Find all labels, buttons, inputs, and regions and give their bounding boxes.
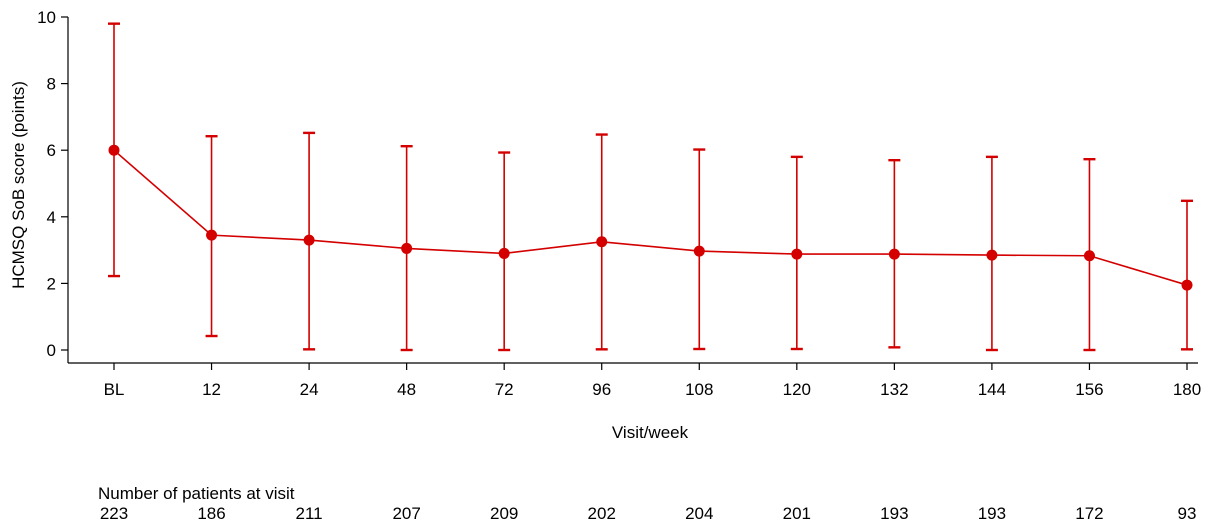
- data-point: [596, 236, 608, 248]
- x-ticks: BL 12 24 48 72 96 108 120 132 144 156 180: [104, 363, 1201, 399]
- x-tick-label: 120: [783, 380, 811, 399]
- data-point: [303, 234, 315, 246]
- y-tick-label: 10: [37, 8, 56, 27]
- x-tick-label: 132: [880, 380, 908, 399]
- data-point: [986, 249, 998, 261]
- patient-count-value: 202: [588, 504, 616, 523]
- series-line: [113, 149, 1188, 286]
- patient-count-value: 223: [100, 504, 128, 523]
- error-bar: [1181, 199, 1193, 351]
- data-point: [693, 245, 705, 257]
- patient-count-value: 93: [1178, 504, 1197, 523]
- data-point: [498, 247, 510, 259]
- data-point: [888, 248, 900, 260]
- x-tick-label: 24: [300, 380, 319, 399]
- data-point: [1181, 279, 1193, 291]
- patient-count-value: 207: [392, 504, 420, 523]
- data-point: [108, 144, 120, 156]
- y-tick-label: 6: [47, 141, 56, 160]
- x-tick-label: 48: [397, 380, 416, 399]
- data-point: [791, 248, 803, 260]
- patient-count-value: 204: [685, 504, 713, 523]
- error-bars: [108, 22, 1193, 352]
- x-tick-label: 156: [1075, 380, 1103, 399]
- y-tick-label: 0: [47, 341, 56, 360]
- x-tick-label: 108: [685, 380, 713, 399]
- data-point: [1083, 250, 1095, 262]
- patient-count-value: 193: [880, 504, 908, 523]
- y-tick-label: 4: [47, 208, 56, 227]
- patient-counts: 223 186 211 207 209 202 204 201 193 193 172 93: [100, 504, 1197, 523]
- y-axis-label: HCMSQ SoB score (points): [9, 81, 28, 289]
- patient-count-value: 172: [1075, 504, 1103, 523]
- x-tick-label: 180: [1173, 380, 1201, 399]
- x-tick-label: 72: [495, 380, 514, 399]
- patient-count-value: 201: [783, 504, 811, 523]
- x-tick-label: 96: [592, 380, 611, 399]
- x-tick-label: 144: [978, 380, 1006, 399]
- data-point: [401, 242, 413, 254]
- x-tick-label: BL: [104, 380, 125, 399]
- y-tick-label: 8: [47, 75, 56, 94]
- patient-count-value: 211: [296, 504, 323, 523]
- patient-count-value: 186: [197, 504, 225, 523]
- y-tick-label: 2: [47, 274, 56, 293]
- x-tick-label: 12: [202, 380, 221, 399]
- y-ticks: 0 2 4 6 8 10: [37, 8, 68, 360]
- x-axis-label: Visit/week: [612, 423, 689, 442]
- patient-count-value: 193: [978, 504, 1006, 523]
- data-point: [206, 229, 218, 241]
- data-points: [108, 144, 1193, 291]
- patient-count-value: 209: [490, 504, 518, 523]
- patient-count-label: Number of patients at visit: [98, 484, 295, 503]
